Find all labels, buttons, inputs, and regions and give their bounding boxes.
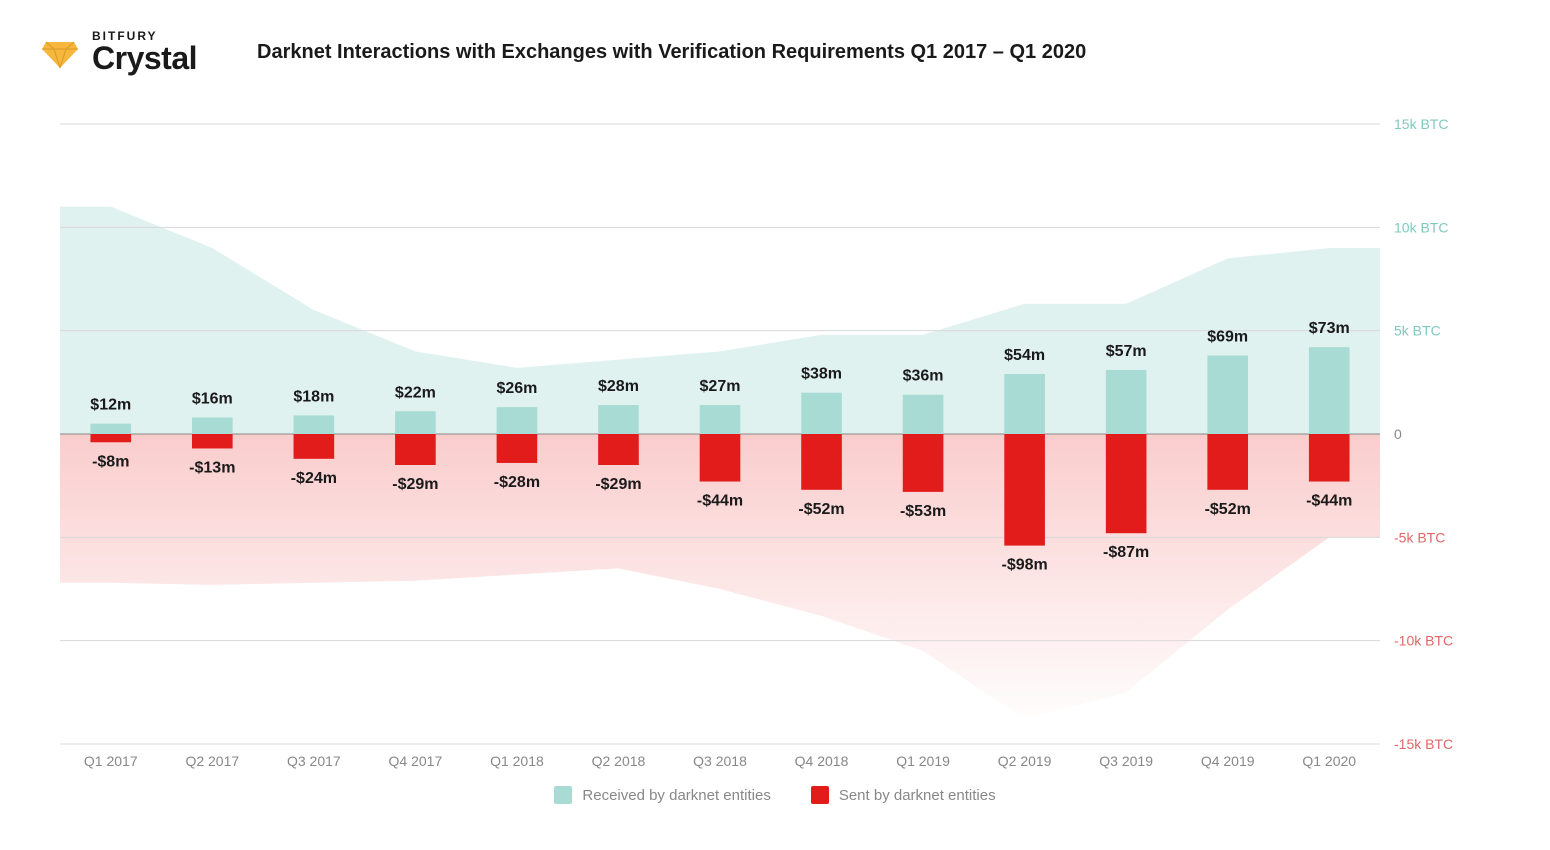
- bar-received: [294, 415, 335, 434]
- bar-received: [1309, 347, 1350, 434]
- bar-label-sent: -$53m: [900, 503, 946, 520]
- x-tick-label: Q4 2017: [389, 753, 443, 769]
- bar-sent: [598, 434, 639, 465]
- bar-sent: [395, 434, 436, 465]
- bar-received: [700, 405, 741, 434]
- x-tick-label: Q3 2019: [1099, 753, 1153, 769]
- y-tick-label: -5k BTC: [1394, 529, 1445, 545]
- bar-label-received: $69m: [1207, 328, 1248, 345]
- bar-label-received: $28m: [598, 378, 639, 395]
- bar-received: [1106, 370, 1147, 434]
- bar-label-received: $12m: [90, 397, 131, 414]
- header: BITFURY Crystal Darknet Interactions wit…: [40, 30, 1510, 74]
- bar-sent: [294, 434, 335, 459]
- bar-label-sent: -$44m: [697, 493, 743, 510]
- x-tick-label: Q4 2019: [1201, 753, 1255, 769]
- bar-received: [903, 395, 944, 434]
- y-tick-label: 5k BTC: [1394, 323, 1441, 339]
- legend-label-sent: Sent by darknet entities: [839, 787, 996, 804]
- x-tick-label: Q1 2018: [490, 753, 544, 769]
- bar-label-received: $16m: [192, 390, 233, 407]
- bar-label-sent: -$29m: [595, 476, 641, 493]
- bar-label-sent: -$44m: [1306, 493, 1352, 510]
- bar-sent: [903, 434, 944, 492]
- bar-label-received: $18m: [293, 388, 334, 405]
- diamond-icon: [40, 32, 80, 72]
- legend-swatch-sent: [811, 786, 829, 804]
- bar-label-received: $54m: [1004, 347, 1045, 364]
- bar-sent: [700, 434, 741, 482]
- x-tick-label: Q2 2017: [185, 753, 239, 769]
- bar-sent: [192, 434, 233, 448]
- bar-label-received: $27m: [700, 378, 741, 395]
- bar-label-received: $26m: [496, 380, 537, 397]
- x-tick-label: Q4 2018: [795, 753, 849, 769]
- bar-label-received: $73m: [1309, 320, 1350, 337]
- legend-sent: Sent by darknet entities: [811, 786, 996, 804]
- bar-label-received: $36m: [903, 368, 944, 385]
- x-tick-label: Q3 2018: [693, 753, 747, 769]
- y-tick-label: 10k BTC: [1394, 219, 1448, 235]
- y-tick-label: 0: [1394, 426, 1402, 442]
- bar-sent: [1106, 434, 1147, 533]
- bar-label-received: $22m: [395, 384, 436, 401]
- bar-received: [1004, 374, 1045, 434]
- legend-swatch-received: [554, 786, 572, 804]
- logo: BITFURY Crystal: [40, 30, 197, 74]
- bar-received: [192, 417, 233, 434]
- chart-title: Darknet Interactions with Exchanges with…: [257, 41, 1086, 64]
- bar-label-sent: -$87m: [1103, 544, 1149, 561]
- bar-label-received: $38m: [801, 366, 842, 383]
- y-tick-label: 15k BTC: [1394, 116, 1448, 132]
- bar-sent: [497, 434, 538, 463]
- bar-label-sent: -$52m: [798, 501, 844, 518]
- logo-name: Crystal: [92, 42, 197, 74]
- bar-label-sent: -$28m: [494, 474, 540, 491]
- legend: Received by darknet entities Sent by dar…: [40, 786, 1510, 804]
- bar-received: [90, 424, 131, 434]
- bar-label-sent: -$52m: [1205, 501, 1251, 518]
- chart: 15k BTC 10k BTC 5k BTC 0 -5k BTC -10k BTC -15k…: [40, 114, 1480, 774]
- x-tick-label: Q3 2017: [287, 753, 341, 769]
- bar-received: [801, 393, 842, 434]
- x-tick-label: Q2 2019: [998, 753, 1052, 769]
- bar-received: [598, 405, 639, 434]
- bar-label-sent: -$24m: [291, 470, 337, 487]
- bar-received: [1207, 355, 1248, 434]
- x-tick-label: Q1 2020: [1302, 753, 1356, 769]
- bar-label-sent: -$13m: [189, 459, 235, 476]
- bar-received: [395, 411, 436, 434]
- bar-sent: [1207, 434, 1248, 490]
- bar-received: [497, 407, 538, 434]
- legend-received: Received by darknet entities: [554, 786, 770, 804]
- bar-sent: [90, 434, 131, 442]
- bar-label-sent: -$8m: [92, 453, 129, 470]
- x-tick-label: Q1 2017: [84, 753, 138, 769]
- bar-label-received: $57m: [1106, 343, 1147, 360]
- y-tick-label: -10k BTC: [1394, 633, 1453, 649]
- bar-label-sent: -$29m: [392, 476, 438, 493]
- y-tick-label: -15k BTC: [1394, 736, 1453, 752]
- x-tick-label: Q1 2019: [896, 753, 950, 769]
- area-received: [60, 207, 1380, 434]
- bar-label-sent: -$98m: [1001, 557, 1047, 574]
- bar-sent: [1309, 434, 1350, 482]
- bar-sent: [801, 434, 842, 490]
- bar-sent: [1004, 434, 1045, 546]
- x-tick-label: Q2 2018: [592, 753, 646, 769]
- legend-label-received: Received by darknet entities: [582, 787, 770, 804]
